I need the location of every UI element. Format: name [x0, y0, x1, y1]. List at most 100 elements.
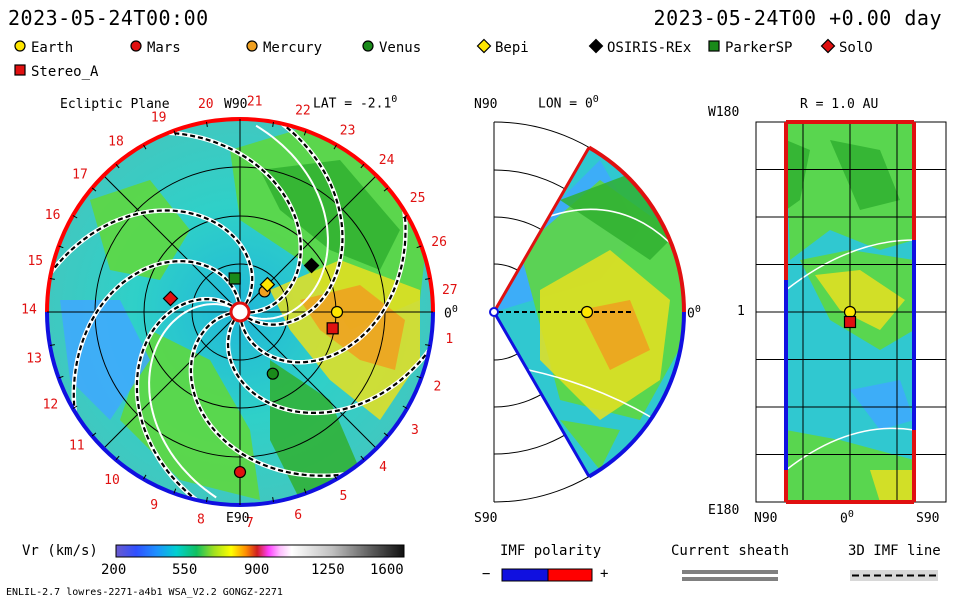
rim-tick-32 [383, 432, 389, 437]
ecliptic-right-value: 0 [444, 306, 452, 322]
rim-tick-14 [91, 187, 97, 192]
speed-region-5 [270, 360, 360, 500]
longitude-label-12: 12 [43, 398, 59, 413]
lon-readout: LON = 00 [538, 94, 599, 111]
longitude-label-19: 19 [151, 110, 167, 125]
legend-item-bepi: Bepi [476, 38, 529, 56]
latlon-region-4 [850, 380, 914, 430]
body-earth [330, 305, 344, 319]
meridional-rim-negative [587, 311, 686, 479]
latlon-title: R = 1.0 AU [800, 97, 879, 112]
rim-tick-16 [58, 245, 64, 249]
lat-sup: 0 [391, 94, 398, 105]
rim-tick-10 [205, 121, 208, 127]
rim-tick-24 [143, 474, 147, 480]
legend-marker-shape [14, 64, 26, 76]
lon-sup: 0 [592, 94, 599, 105]
square-marker-icon [708, 40, 720, 52]
meridional-sun [489, 307, 499, 317]
meridional-bottom-label: S90 [474, 511, 498, 526]
colorbar-tick-1: 550 [172, 562, 198, 578]
speed-region-3 [300, 285, 405, 370]
meridional-panel [489, 121, 686, 503]
meridional-body-earth [580, 305, 594, 319]
legend-marker-shape [362, 40, 374, 52]
latlon-region-3 [815, 270, 905, 330]
longitude-label-23: 23 [340, 124, 356, 139]
meridional-polarity-rim [492, 145, 686, 479]
latlon-body-earth [843, 305, 857, 319]
body-parkersp [228, 272, 241, 285]
body-bepi [259, 276, 276, 293]
legend-item-label: Venus [379, 40, 422, 56]
imf-negative-swatch [501, 568, 549, 582]
latlon-x-right: S90 [916, 511, 940, 526]
ecliptic-title: Ecliptic Plane [60, 97, 170, 112]
longitude-label-27: 27 [442, 283, 458, 298]
legend-item-mars: Mars [128, 38, 181, 56]
legend-item-label: Earth [31, 40, 74, 56]
ecliptic-imf-lines [49, 121, 431, 502]
imf-line-swatch [850, 570, 938, 581]
latlon-region-6 [870, 470, 914, 502]
ecliptic-bodies [162, 257, 344, 479]
longitude-label-7: 7 [246, 516, 254, 531]
longitude-label-18: 18 [108, 134, 124, 149]
ecliptic-right-label: 00 [444, 304, 458, 321]
rim-tick-28 [272, 497, 275, 503]
speed-region-1 [260, 160, 400, 270]
meridional-rim-n-edge [492, 146, 591, 313]
longitude-label-9: 9 [150, 498, 158, 513]
body-stereo-a [326, 322, 339, 335]
latlon-top-label: W180 [708, 105, 740, 120]
legend-item-venus: Venus [360, 38, 421, 56]
latlon-x-mid-value: 0 [840, 511, 848, 527]
longitude-label-4: 4 [379, 460, 387, 475]
time-right: 2023-05-24T00 +0.00 day [653, 6, 942, 30]
legend-marker-shape [820, 38, 836, 54]
rim-tick-5 [360, 163, 365, 169]
latlon-panel [755, 120, 947, 504]
legend-item-label: Mercury [263, 40, 323, 56]
longitude-label-3: 3 [411, 423, 419, 438]
rim-tick-22 [91, 432, 97, 437]
longitude-label-25: 25 [410, 191, 426, 206]
legend-marker-shape [130, 40, 142, 52]
meridional-top-label: N90 [474, 97, 498, 112]
imf-plus-label: + [600, 566, 609, 582]
legend-item-parkersp: ParkerSP [706, 38, 792, 56]
meridional-bodies [489, 305, 634, 319]
rim-tick-1 [425, 277, 431, 280]
rim-tick-33 [402, 405, 408, 409]
longitude-label-20: 20 [198, 97, 214, 112]
longitude-label-13: 13 [26, 351, 42, 366]
legend-marker-shape [476, 38, 492, 54]
colorbar-tick-3: 1250 [311, 562, 345, 578]
body-osiris-rex [303, 257, 320, 274]
ecliptic-polarity-rim [45, 117, 435, 507]
rim-tick-8 [272, 121, 275, 127]
circle-marker-icon [14, 40, 26, 52]
rim-tick-26 [205, 497, 208, 503]
lat-readout: LAT = -2.10 [313, 94, 397, 111]
imf-line-1 [247, 122, 344, 326]
rim-tick-13 [115, 163, 120, 169]
rim-tick-35 [425, 344, 431, 347]
diamond-marker-icon [476, 38, 492, 54]
rim-tick-30 [333, 474, 337, 480]
circle-marker-icon [246, 40, 258, 52]
legend-item-label: Stereo_A [31, 64, 99, 80]
imf-polarity-title: IMF polarity [500, 543, 602, 559]
speed-region-7 [60, 300, 150, 420]
latlon-bodies [843, 305, 857, 329]
rim-tick-6 [333, 144, 337, 150]
current-sheath-curve-1 [148, 303, 232, 499]
longitude-label-2: 2 [433, 380, 441, 395]
rim-tick-17 [49, 277, 55, 280]
meridional-right-value: 0 [687, 306, 695, 322]
longitude-label-10: 10 [104, 473, 120, 488]
rim-tick-21 [72, 405, 78, 409]
legend-item-label: Bepi [495, 40, 529, 56]
